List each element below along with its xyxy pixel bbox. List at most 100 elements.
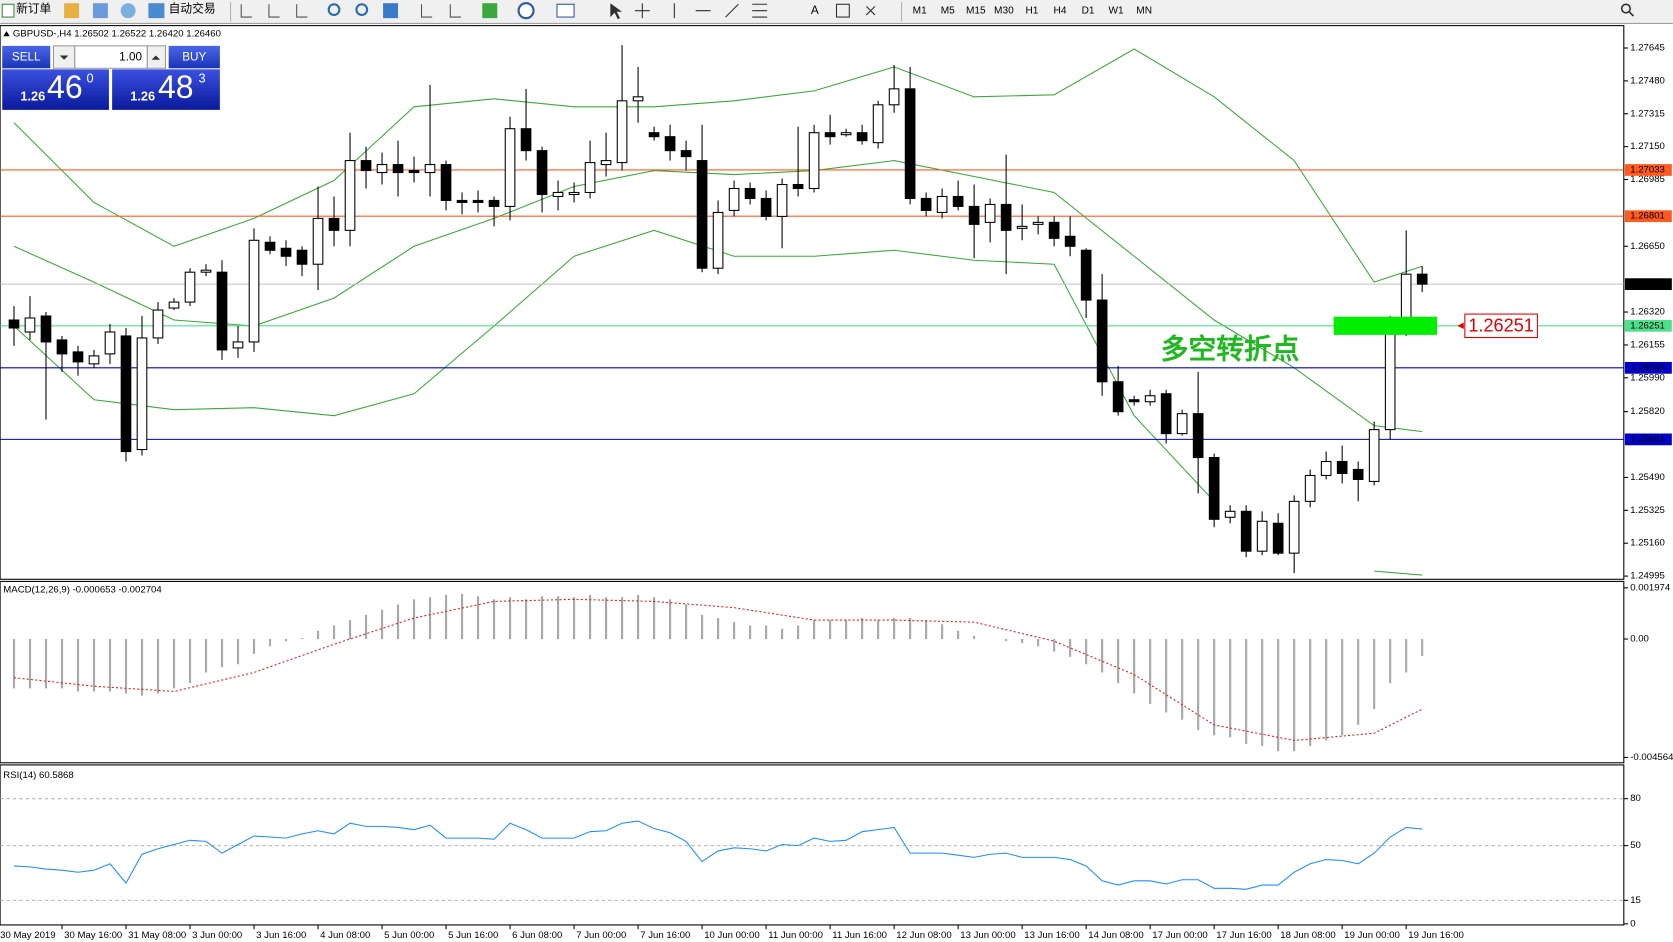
auto-trading-label: 自动交易 [169, 2, 216, 16]
zoom-out-icon[interactable] [355, 3, 369, 17]
timeframe-button[interactable]: MN [1136, 5, 1152, 16]
buy-button-bg [168, 45, 220, 69]
chart-type-icons[interactable] [240, 4, 308, 18]
y-tick-label: 1.25325 [1630, 505, 1665, 516]
candle-body [328, 217, 340, 231]
candle-body [440, 164, 452, 201]
timeframe-button[interactable]: W1 [1109, 5, 1125, 16]
price-label-box [1624, 210, 1672, 223]
indicators-icon[interactable] [482, 3, 498, 19]
x-tick-label: 13 Jun 00:00 [960, 930, 1015, 941]
x-tick-label: 5 Jun 00:00 [384, 930, 434, 941]
candle-body [296, 249, 308, 265]
search-icon[interactable] [1620, 3, 1632, 14]
y-tick-label: 0.001974 [1630, 582, 1671, 593]
candle-body [104, 331, 116, 355]
sell-price-big: 46 [47, 69, 83, 105]
price-label: 1.26801 [1630, 211, 1665, 222]
toolbar-icon[interactable] [120, 3, 136, 19]
timeframe-button[interactable]: M30 [994, 5, 1014, 16]
candle-body [1080, 249, 1092, 301]
macd-pane [0, 580, 1625, 764]
templates-icon[interactable] [556, 3, 575, 18]
candle-body [1336, 460, 1348, 474]
buy-price[interactable]: 1.26 48 3 [112, 69, 220, 110]
candle-body [504, 128, 516, 207]
periods-icon[interactable] [517, 2, 535, 20]
timeframe-button[interactable]: H4 [1054, 5, 1067, 16]
x-tick-label: 30 May 2019 [0, 930, 55, 941]
search-icon-handle [1628, 11, 1634, 17]
scroll-icons[interactable] [420, 4, 461, 18]
candle-body [392, 164, 404, 174]
x-tick-label: 5 Jun 16:00 [448, 930, 498, 941]
bollinger-lower [13, 229, 1423, 576]
zoom-in-icon[interactable] [327, 3, 341, 17]
cursor-icon[interactable] [610, 3, 623, 20]
drawing-tools[interactable] [673, 3, 768, 19]
signal-line [13, 598, 1423, 742]
axes: 1.276451.274801.273151.271501.269851.266… [0, 43, 1673, 942]
candle-body [344, 160, 356, 231]
candle-body [568, 191, 580, 196]
candle-body [840, 132, 852, 136]
auto-trading-button[interactable]: 自动交易 [148, 2, 216, 19]
candle-body [1272, 522, 1284, 554]
candle-body [1224, 510, 1236, 518]
x-tick-label: 13 Jun 16:00 [1024, 930, 1079, 941]
candle-body [1032, 221, 1044, 225]
candle-body [1048, 221, 1060, 239]
x-tick-label: 3 Jun 16:00 [256, 930, 306, 941]
candle-body [632, 96, 644, 102]
candle-body [1416, 273, 1428, 285]
candle-body [872, 104, 884, 144]
label-tool[interactable] [835, 3, 850, 18]
y-tick-label: 1.26320 [1630, 307, 1665, 318]
main-chart-pane [0, 25, 1625, 580]
price-label: 1.26251 [1630, 320, 1665, 331]
arrows-tool[interactable] [865, 6, 876, 16]
toolbar-icon[interactable] [64, 3, 80, 19]
timeframe-button[interactable]: M1 [913, 5, 927, 16]
text-tool[interactable]: A [811, 4, 819, 17]
x-tick-label: 7 Jun 16:00 [640, 930, 690, 941]
candle-body [920, 197, 932, 211]
toolbar-icon[interactable] [92, 3, 108, 19]
x-tick-label: 19 Jun 00:00 [1344, 930, 1399, 941]
timeframe-button[interactable]: M5 [941, 5, 955, 16]
x-tick-label: 30 May 16:00 [64, 930, 122, 941]
candle-body [776, 183, 788, 217]
turning-point-box [1464, 313, 1538, 339]
y-tick-label: 1.26650 [1630, 241, 1665, 252]
candle-body [552, 191, 564, 197]
x-tick-label: 17 Jun 00:00 [1152, 930, 1207, 941]
buy-button[interactable]: BUY [168, 45, 220, 69]
candle-body [88, 355, 100, 365]
candle-body [40, 315, 52, 343]
candle-body [264, 241, 276, 251]
y-tick-label: 1.26155 [1630, 339, 1665, 350]
sell-button[interactable]: SELL [2, 45, 51, 69]
sell-price[interactable]: 1.26 46 0 [2, 69, 109, 110]
candle-body [456, 199, 468, 203]
x-tick-label: 11 Jun 16:00 [832, 930, 887, 941]
candle-body [712, 211, 724, 269]
label-pointer [1457, 322, 1464, 329]
candle-body [184, 271, 196, 303]
buy-price-prefix: 1.26 [130, 88, 155, 103]
timeframe-button[interactable]: M15 [966, 5, 986, 16]
timeframe-button[interactable]: D1 [1082, 5, 1095, 16]
collapse-arrow[interactable] [3, 30, 10, 37]
timeframe-button[interactable]: H1 [1025, 5, 1038, 16]
crosshair-icon[interactable] [634, 3, 650, 19]
y-tick-label: 1.27150 [1630, 141, 1665, 152]
new-order-button[interactable]: 新订单 [1, 2, 52, 18]
x-tick-label: 31 May 08:00 [128, 930, 186, 941]
buy-price-sup: 3 [199, 70, 206, 85]
y-tick-label: -0.004564 [1630, 752, 1673, 763]
candle-body [760, 197, 772, 217]
tile-icon[interactable] [383, 3, 399, 19]
candle-body [1320, 460, 1332, 476]
price-label: 1.25681 [1630, 434, 1665, 445]
y-tick-label: 1.26985 [1630, 174, 1665, 185]
